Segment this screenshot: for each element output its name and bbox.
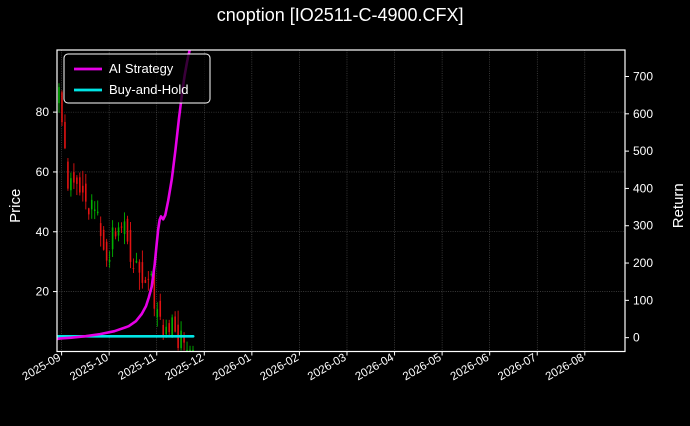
svg-text:700: 700	[633, 70, 653, 84]
svg-text:40: 40	[36, 225, 50, 239]
svg-text:400: 400	[633, 181, 653, 195]
svg-text:300: 300	[633, 219, 653, 233]
svg-text:cnoption [IO2511-C-4900.CFX]: cnoption [IO2511-C-4900.CFX]	[217, 5, 464, 25]
svg-text:60: 60	[36, 165, 50, 179]
svg-text:AI Strategy: AI Strategy	[109, 61, 174, 76]
svg-text:20: 20	[36, 285, 50, 299]
svg-text:0: 0	[633, 331, 640, 345]
svg-text:Price: Price	[7, 189, 24, 223]
svg-text:500: 500	[633, 144, 653, 158]
svg-text:80: 80	[36, 105, 50, 119]
svg-text:Buy-and-Hold: Buy-and-Hold	[109, 82, 189, 97]
svg-text:Return: Return	[670, 183, 687, 228]
svg-text:200: 200	[633, 256, 653, 270]
svg-text:600: 600	[633, 107, 653, 121]
svg-text:100: 100	[633, 293, 653, 307]
